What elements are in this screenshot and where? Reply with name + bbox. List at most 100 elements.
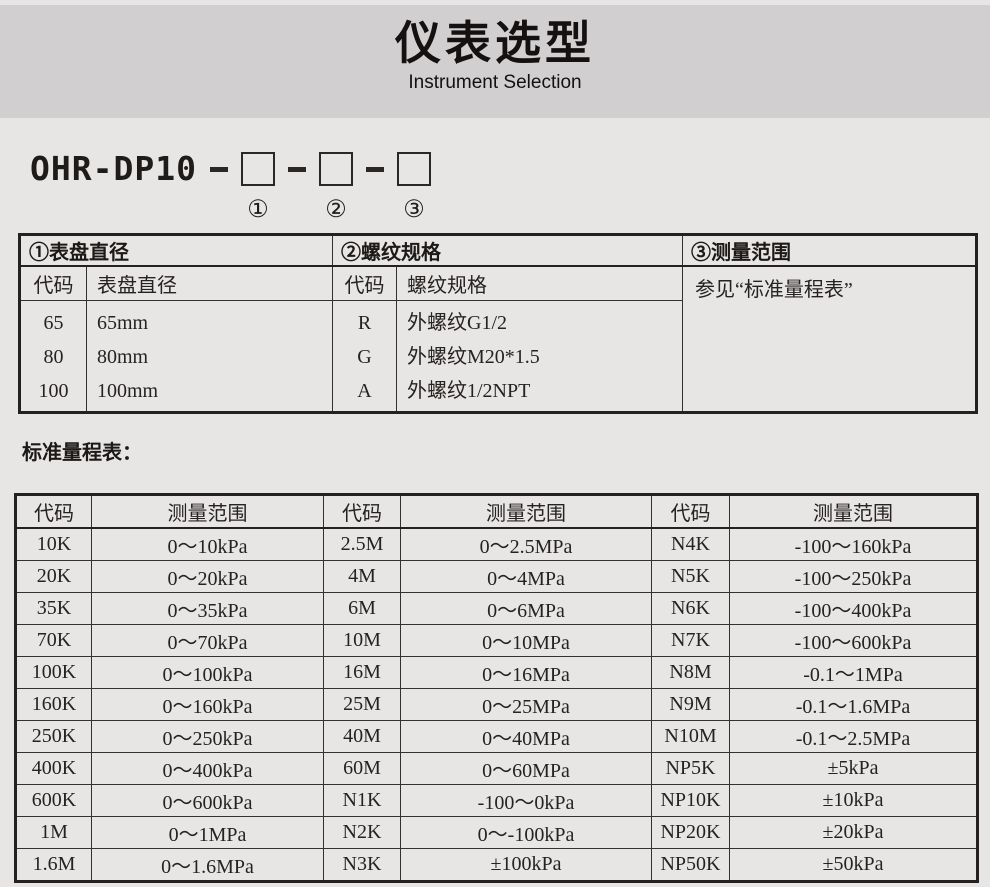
- code-cell: 2.5M: [323, 527, 401, 561]
- code-cell: 400K: [15, 752, 92, 785]
- range-cell: ±20kPa: [729, 816, 978, 849]
- value-line: 80mm: [97, 346, 149, 368]
- code-cell: 1M: [15, 816, 92, 849]
- range-row: 20K 0～20kPa 4M 0～4MPa N5K -100～250kPa: [15, 560, 978, 593]
- dash-separator: [209, 166, 228, 172]
- slot-number-3: ③: [403, 197, 425, 223]
- range-cell: 0～20kPa: [91, 560, 324, 593]
- page-title: 仪表选型: [395, 17, 595, 69]
- range-cell: ±10kPa: [729, 784, 978, 817]
- range-column-header: 测量范围: [91, 494, 324, 529]
- code-cell: 6M: [323, 592, 401, 625]
- slot-number-2: ②: [325, 197, 347, 223]
- range-cell: 0～70kPa: [91, 624, 324, 657]
- group1-title: ①表盘直径: [19, 234, 333, 267]
- range-cell: 0～250kPa: [91, 720, 324, 753]
- range-cell: -100～160kPa: [729, 527, 978, 561]
- range-cell: -0.1～2.5MPa: [729, 720, 978, 753]
- range-column-header: 代码: [651, 494, 730, 529]
- range-row: 400K 0～400kPa 60M 0～60MPa NP5K ±5kPa: [15, 752, 978, 785]
- model-code: OHR-DP10 ① ② ③: [30, 147, 431, 227]
- code-cell: N8M: [651, 656, 730, 689]
- code-cell: N1K: [323, 784, 401, 817]
- code-cell: 250K: [15, 720, 92, 753]
- value-line: 100mm: [97, 380, 159, 402]
- group1-values: 65mm 80mm 100mm: [86, 300, 333, 413]
- page-header: 仪表选型 Instrument Selection: [0, 5, 990, 118]
- group3-title: ③测量范围: [682, 234, 977, 267]
- range-row: 1.6M 0～1.6MPa N3K ±100kPa NP50K ±50kPa: [15, 848, 978, 882]
- range-column-header: 代码: [323, 494, 401, 529]
- range-cell: 0～25MPa: [400, 688, 652, 721]
- range-cell: -100～0kPa: [400, 784, 652, 817]
- range-cell: 0～35kPa: [91, 592, 324, 625]
- code-cell: 10K: [15, 527, 92, 561]
- group2-code-header: 代码: [332, 265, 397, 301]
- group1-value-header: 表盘直径: [86, 265, 333, 301]
- model-slot-box-1: [240, 152, 275, 186]
- range-column-header: 代码: [15, 494, 92, 529]
- group1-code-header: 代码: [19, 265, 87, 301]
- code-cell: 60M: [323, 752, 401, 785]
- range-row: 35K 0～35kPa 6M 0～6MPa N6K -100～400kPa: [15, 592, 978, 625]
- range-cell: 0～10MPa: [400, 624, 652, 657]
- code-cell: N3K: [323, 848, 401, 882]
- range-cell: 0～2.5MPa: [400, 527, 652, 561]
- code-cell: NP5K: [651, 752, 730, 785]
- range-cell: ±100kPa: [400, 848, 652, 882]
- code-cell: N2K: [323, 816, 401, 849]
- slot-number-1: ①: [247, 197, 269, 223]
- code-cell: N10M: [651, 720, 730, 753]
- code-cell: 100K: [15, 656, 92, 689]
- group2-values: 外螺纹G1/2 外螺纹M20*1.5 外螺纹1/2NPT: [396, 300, 683, 413]
- code-line: 80: [43, 346, 64, 368]
- range-cell: 0～-100kPa: [400, 816, 652, 849]
- code-cell: 1.6M: [15, 848, 92, 882]
- dash-separator: [365, 166, 384, 172]
- range-row: 10K 0～10kPa 2.5M 0～2.5MPa N4K -100～160kP…: [15, 527, 978, 561]
- range-table-body: 10K 0～10kPa 2.5M 0～2.5MPa N4K -100～160kP…: [15, 527, 978, 882]
- range-cell: 0～40MPa: [400, 720, 652, 753]
- range-cell: -0.1～1.6MPa: [729, 688, 978, 721]
- code-cell: N7K: [651, 624, 730, 657]
- code-cell: N9M: [651, 688, 730, 721]
- range-cell: 0～100kPa: [91, 656, 324, 689]
- code-cell: 20K: [15, 560, 92, 593]
- range-cell: -100～600kPa: [729, 624, 978, 657]
- range-cell: 0～600kPa: [91, 784, 324, 817]
- range-cell: -0.1～1MPa: [729, 656, 978, 689]
- range-cell: 0～10kPa: [91, 527, 324, 561]
- model-slot-box-2: [318, 152, 353, 186]
- code-cell: 70K: [15, 624, 92, 657]
- range-cell: 0～160kPa: [91, 688, 324, 721]
- dash-separator: [287, 166, 306, 172]
- range-cell: ±5kPa: [729, 752, 978, 785]
- range-row: 70K 0～70kPa 10M 0～10MPa N7K -100～600kPa: [15, 624, 978, 657]
- model-prefix: OHR-DP10: [30, 149, 197, 188]
- code-cell: 600K: [15, 784, 92, 817]
- selection-header-row: ①表盘直径 ②螺纹规格 ③测量范围: [19, 234, 977, 267]
- range-column-header: 测量范围: [729, 494, 978, 529]
- range-header-row: 代码 测量范围 代码 测量范围 代码 测量范围: [15, 494, 978, 529]
- range-row: 600K 0～600kPa N1K -100～0kPa NP10K ±10kPa: [15, 784, 978, 817]
- code-line: 65: [43, 312, 64, 334]
- standard-range-table: 代码 测量范围 代码 测量范围 代码 测量范围 10K 0～10kPa 2.5M 0～2.…: [14, 493, 979, 883]
- group2-value-header: 螺纹规格: [396, 265, 683, 301]
- model-slot-3: ③: [396, 147, 431, 223]
- model-slot-1: ①: [240, 147, 275, 223]
- code-cell: NP50K: [651, 848, 730, 882]
- code-cell: NP20K: [651, 816, 730, 849]
- range-cell: -100～400kPa: [729, 592, 978, 625]
- model-slot-2: ②: [318, 147, 353, 223]
- value-line: 外螺纹1/2NPT: [407, 380, 531, 402]
- page-subtitle: Instrument Selection: [408, 71, 582, 93]
- selection-table: ①表盘直径 ②螺纹规格 ③测量范围 代码 表盘直径 代码 螺纹规格 参见“标准量…: [18, 233, 978, 414]
- range-cell: 0～1MPa: [91, 816, 324, 849]
- selection-subheader-row: 代码 表盘直径 代码 螺纹规格 参见“标准量程表”: [19, 265, 977, 413]
- code-cell: 4M: [323, 560, 401, 593]
- range-cell: 0～4MPa: [400, 560, 652, 593]
- range-cell: ±50kPa: [729, 848, 978, 882]
